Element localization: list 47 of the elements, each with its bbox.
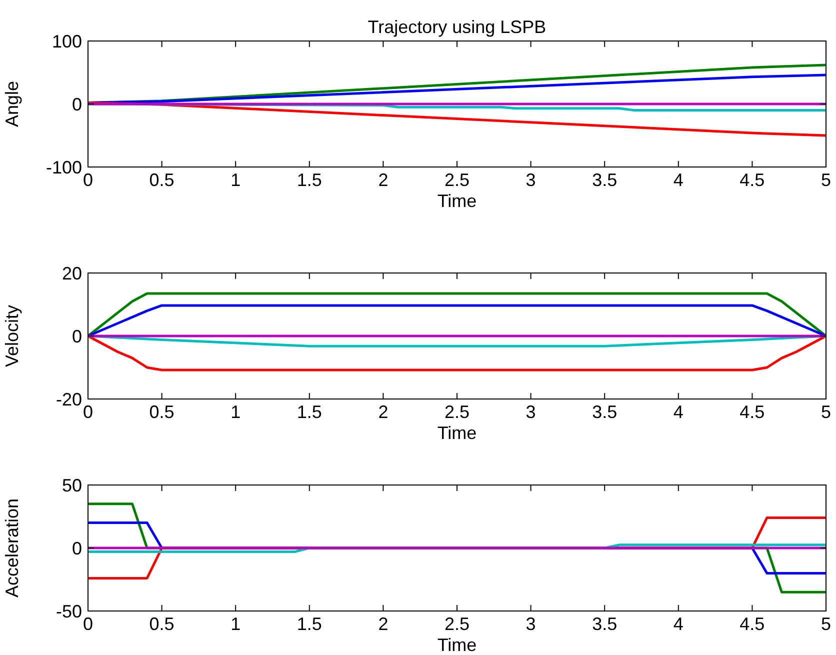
x-tick-label: 3 (526, 614, 536, 634)
x-axis-title: Time (437, 635, 477, 655)
x-tick-label: 5 (820, 614, 832, 634)
x-tick-label: 1 (230, 170, 241, 190)
x-tick-label: 1.5 (296, 614, 322, 634)
x-tick-label: 1 (230, 614, 241, 634)
x-tick-label: 4.5 (740, 170, 765, 190)
x-tick-label: 1 (230, 402, 241, 422)
x-tick-label: 4 (673, 170, 684, 190)
x-tick-label: 1.5 (296, 402, 322, 422)
x-tick-label: 4 (673, 614, 684, 634)
chart-title: Trajectory using LSPB (368, 17, 546, 37)
y-tick-label: -50 (56, 601, 82, 622)
y-tick-label: 100 (52, 31, 82, 52)
x-tick-label: 3.5 (592, 170, 618, 190)
y-axis-title: Angle (2, 80, 22, 128)
x-tick-label: 2 (378, 402, 388, 422)
x-tick-label: 3 (526, 402, 536, 422)
y-tick-label: 0 (72, 326, 82, 346)
x-tick-label: 2 (378, 170, 388, 190)
x-tick-label: 4.5 (740, 402, 765, 422)
y-tick-label: -100 (46, 157, 82, 178)
line-series (86, 334, 828, 372)
x-tick-label: 3 (526, 170, 536, 190)
y-tick-label: 0 (72, 538, 82, 558)
x-tick-label: 2.5 (444, 614, 470, 634)
x-axis-title: Time (437, 191, 477, 211)
y-tick-label: 20 (62, 263, 82, 284)
y-tick-label: -20 (56, 389, 82, 410)
x-tick-label: 3.5 (592, 402, 618, 422)
x-tick-label: 1.5 (296, 170, 322, 190)
x-tick-label: 5 (820, 170, 832, 190)
y-axis-title: Acceleration (2, 498, 22, 598)
x-tick-label: 0.5 (149, 614, 174, 634)
x-tick-label: 2 (378, 614, 388, 634)
x-tick-label: 2.5 (444, 402, 470, 422)
x-tick-label: 3.5 (592, 614, 618, 634)
x-tick-label: 0.5 (149, 402, 174, 422)
y-axis-title: Velocity (2, 304, 22, 368)
x-axis-title: Time (437, 423, 477, 443)
x-tick-label: 5 (820, 402, 832, 422)
x-tick-label: 4.5 (740, 614, 765, 634)
x-tick-label: 4 (673, 402, 684, 422)
x-tick-label: 2.5 (444, 170, 470, 190)
y-tick-label: 0 (72, 94, 82, 114)
x-tick-label: 0.5 (149, 170, 174, 190)
y-tick-label: 50 (62, 475, 82, 496)
